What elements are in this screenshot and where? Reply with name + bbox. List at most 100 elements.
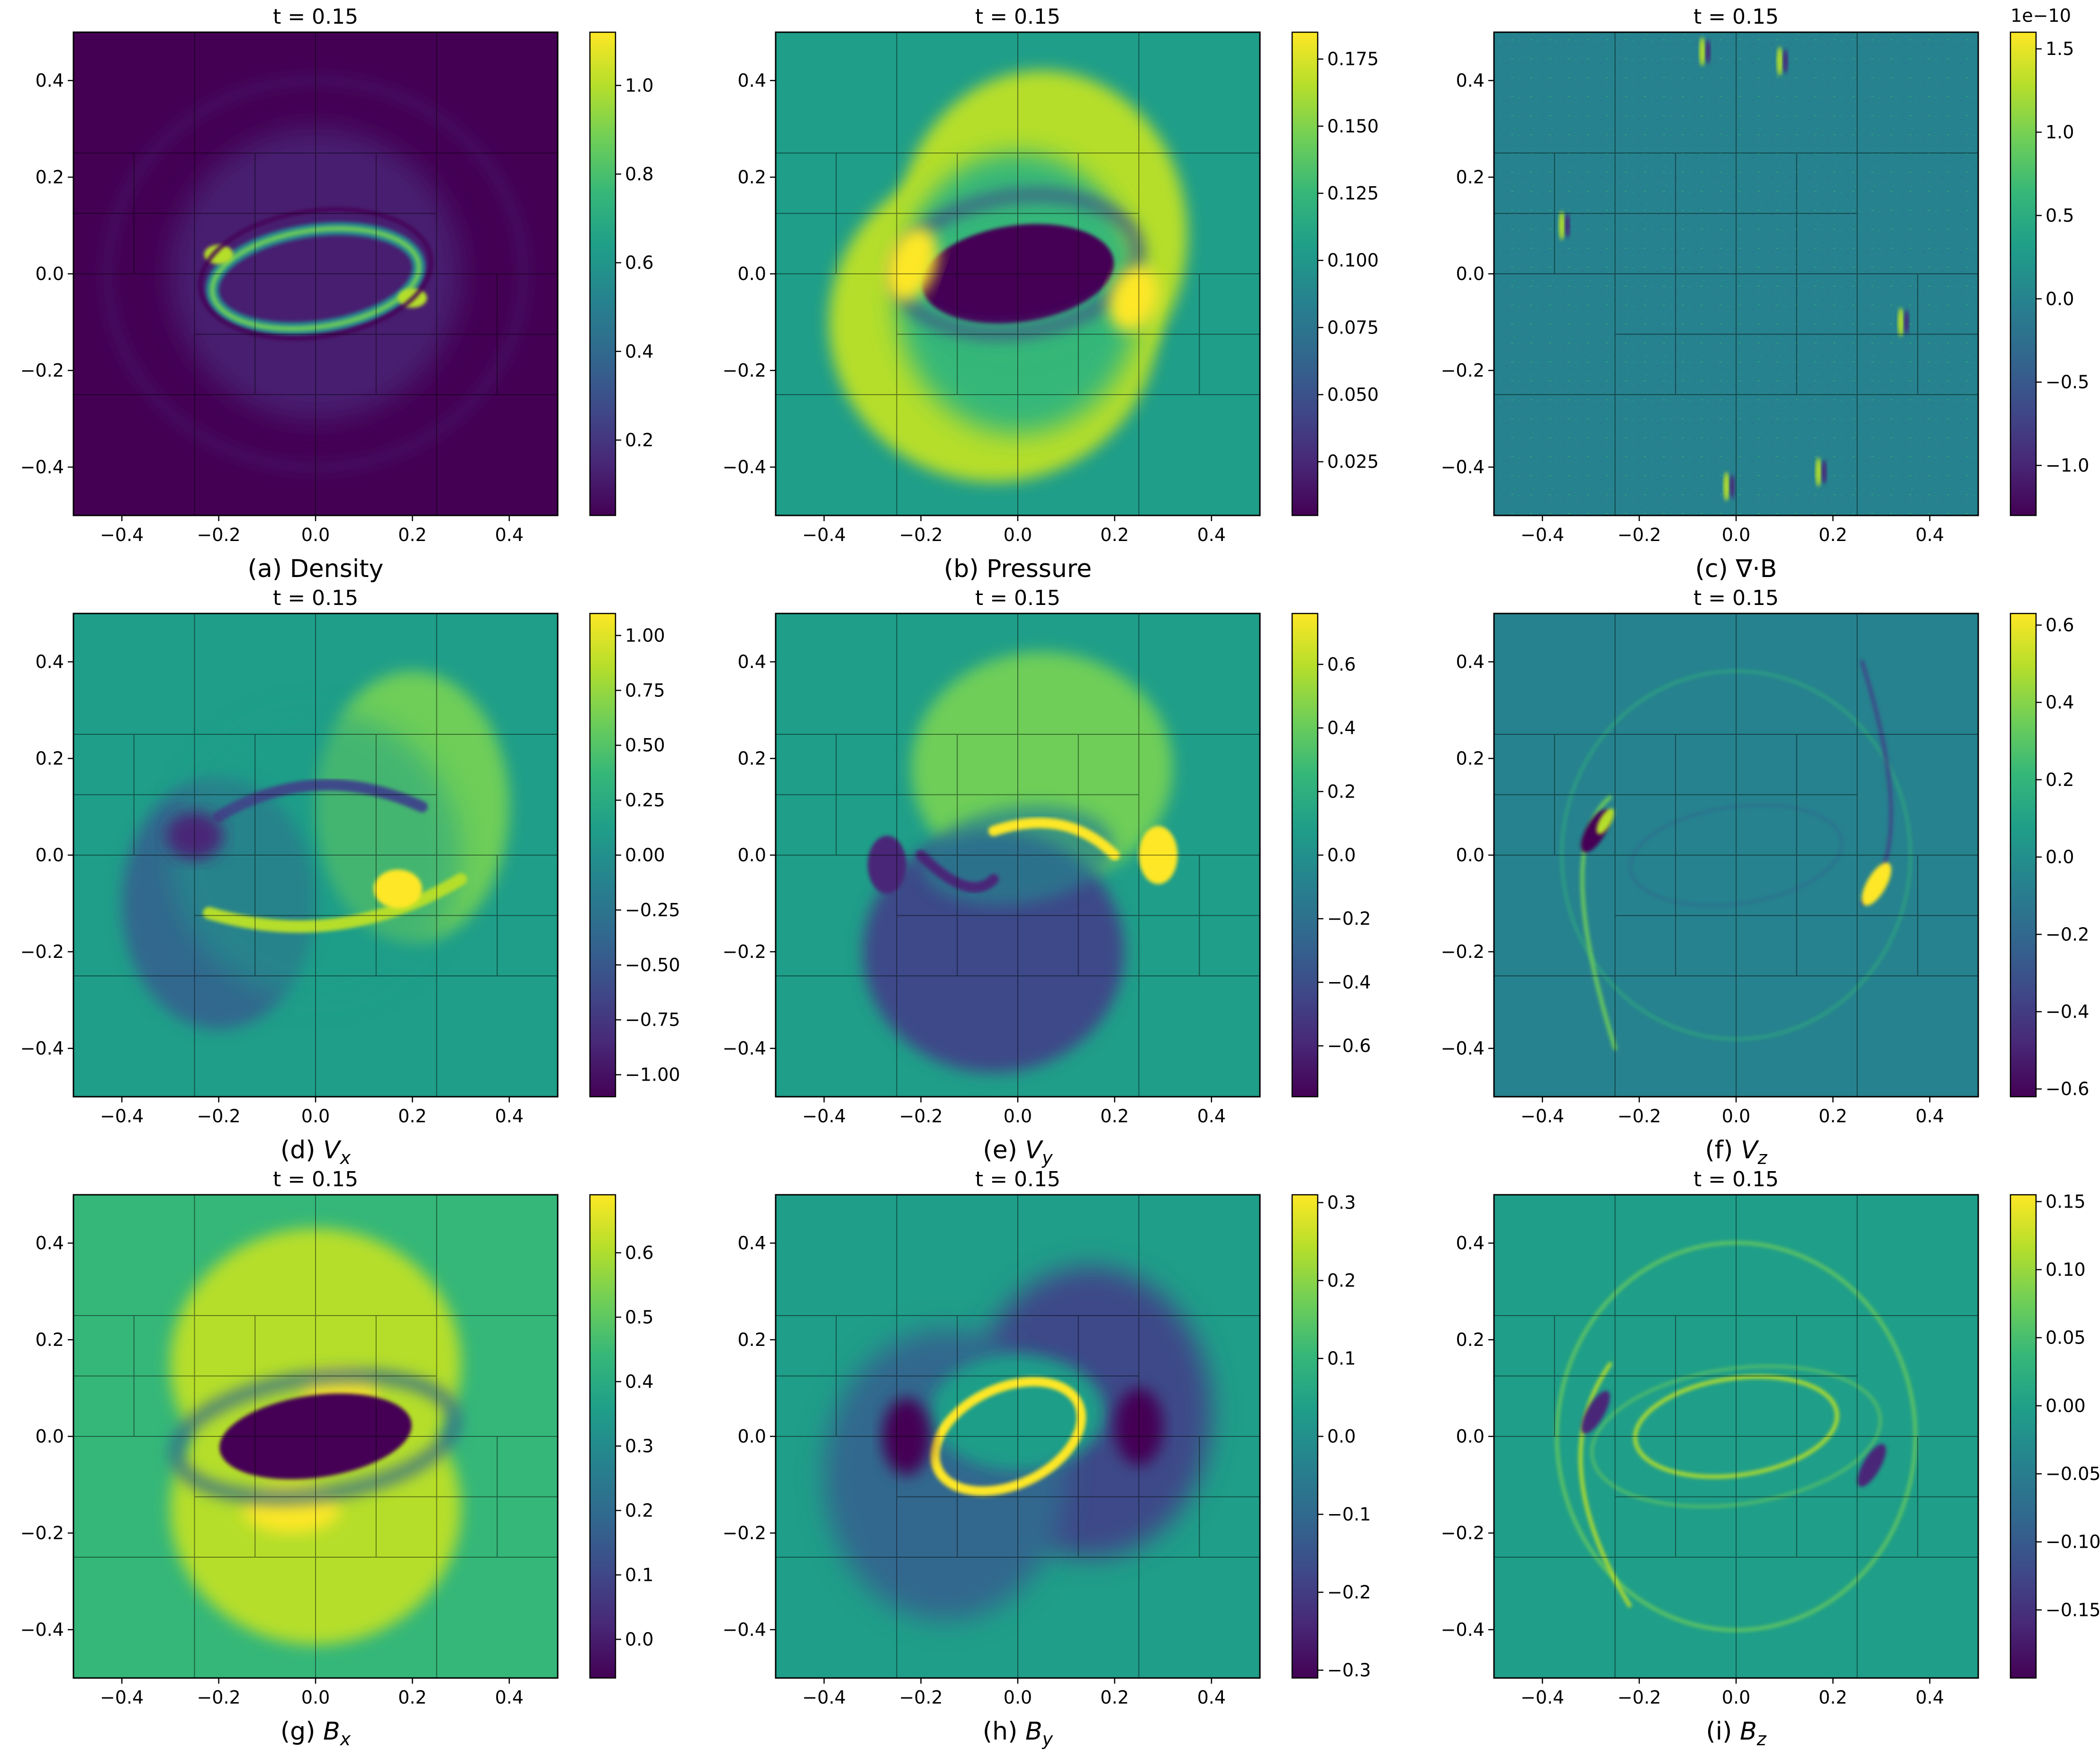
colorbar-tick-label: 0.1 bbox=[1327, 1348, 1356, 1369]
field-layer bbox=[170, 1228, 461, 1645]
x-tick-label: 0.0 bbox=[301, 1687, 330, 1708]
colorbar-tick-label: 0.25 bbox=[625, 790, 665, 811]
panel-d: t = 0.15 −0.4 −0.2 0.0 0.2 0.4 −0.4 −0.2 0.0 0.2 0… bbox=[20, 586, 680, 1168]
colorbar-tick-label: 0.2 bbox=[625, 1500, 653, 1521]
amr-mesh bbox=[776, 32, 1260, 515]
field-layer bbox=[862, 652, 1178, 1073]
x-tick-label: 0.4 bbox=[1916, 1106, 1944, 1127]
x-tick-label: 0.2 bbox=[1819, 1687, 1847, 1708]
colorbar-tick-label: −0.50 bbox=[625, 955, 680, 975]
colorbar-tick-label: −0.1 bbox=[1327, 1504, 1371, 1525]
subfigure-caption: (c) ∇·B bbox=[1695, 555, 1777, 583]
amr-mesh bbox=[1494, 1195, 1978, 1678]
plot-area bbox=[73, 1195, 558, 1678]
x-tick-label: 0.2 bbox=[1100, 1687, 1129, 1708]
colorbar-tick-label: 0.5 bbox=[2046, 205, 2074, 226]
x-tick-label: −0.2 bbox=[899, 524, 942, 545]
panel-g: t = 0.15 −0.4 −0.2 0.0 0.2 0.4 −0.4 −0.2 0.0 0.2 0… bbox=[20, 1167, 654, 1750]
colorbar-tick-label: 0.6 bbox=[1327, 654, 1356, 675]
panel-h: t = 0.15 −0.4 −0.2 0.0 0.2 0.4 −0.4 −0.2 0.0 0.2 0… bbox=[723, 1167, 1371, 1750]
plot-title: t = 0.15 bbox=[1693, 586, 1779, 610]
field-layer bbox=[1560, 660, 1912, 1050]
y-tick-label: 0.0 bbox=[36, 845, 64, 866]
x-tick-label: 0.4 bbox=[495, 524, 524, 545]
x-tick-label: 0.2 bbox=[398, 1106, 426, 1127]
y-tick-label: 0.0 bbox=[1456, 1426, 1484, 1447]
x-tick-label: −0.2 bbox=[1617, 1106, 1661, 1127]
x-tick-label: 0.0 bbox=[1722, 1106, 1750, 1127]
subfigure-caption: (i) Bz bbox=[1706, 1717, 1766, 1750]
amr-mesh bbox=[776, 1195, 1260, 1678]
panel-b: t = 0.15 −0.4 −0.2 0.0 0.2 0.4 −0.4 −0.2 0.0 0.2 0… bbox=[723, 5, 1379, 583]
colorbar-tick-label: 1.00 bbox=[625, 625, 665, 646]
y-tick-label: 0.2 bbox=[1456, 748, 1484, 769]
amr-mesh bbox=[1494, 32, 1978, 515]
colorbar-tick-label: 0.0 bbox=[625, 1629, 653, 1650]
y-tick-label: −0.2 bbox=[1441, 941, 1484, 962]
amr-mesh bbox=[1494, 613, 1978, 1097]
colorbar-tick-label: −0.15 bbox=[2046, 1599, 2100, 1620]
x-tick-label: 0.4 bbox=[1197, 1687, 1226, 1708]
colorbar-tick-label: 0.100 bbox=[1327, 250, 1379, 271]
plot-area bbox=[73, 32, 558, 515]
y-tick-label: 0.4 bbox=[738, 70, 766, 91]
colorbar-tick-label: −0.05 bbox=[2046, 1463, 2100, 1484]
plot-title: t = 0.15 bbox=[273, 5, 358, 29]
subfigure-caption: (d) Vx bbox=[281, 1136, 351, 1168]
colorbar bbox=[589, 1194, 616, 1679]
colorbar-tick-label: 0.3 bbox=[625, 1435, 653, 1456]
colorbar-tick-label: 0.5 bbox=[625, 1307, 653, 1327]
y-tick-label: 0.4 bbox=[1456, 651, 1484, 672]
plot-area bbox=[73, 613, 558, 1097]
colorbar-tick-label: 0.2 bbox=[1327, 781, 1356, 802]
colorbar-tick-label: 0.00 bbox=[625, 845, 665, 866]
colorbar-tick-label: 0.025 bbox=[1327, 451, 1379, 472]
colorbar bbox=[1291, 613, 1319, 1098]
y-tick-label: 0.2 bbox=[1456, 167, 1484, 188]
colorbar-tick-label: 1.0 bbox=[2046, 122, 2074, 143]
colorbar-tick-label: 0.4 bbox=[625, 1371, 653, 1392]
plot-title: t = 0.15 bbox=[975, 5, 1060, 29]
x-tick-label: 0.4 bbox=[495, 1687, 524, 1708]
colorbar-tick-label: −0.25 bbox=[625, 900, 680, 920]
plot-title: t = 0.15 bbox=[273, 586, 358, 610]
colorbar bbox=[2009, 613, 2037, 1098]
x-tick-label: −0.2 bbox=[197, 1687, 240, 1708]
colorbar-tick-label: 0.05 bbox=[2046, 1327, 2086, 1348]
x-tick-label: 0.0 bbox=[1004, 1687, 1032, 1708]
colorbar-tick-label: 0.75 bbox=[625, 680, 665, 701]
plot-area bbox=[776, 613, 1260, 1097]
y-tick-label: −0.2 bbox=[723, 1523, 766, 1543]
subfigure-caption: (h) By bbox=[983, 1717, 1053, 1750]
plot-title: t = 0.15 bbox=[273, 1167, 358, 1191]
plot-area bbox=[1494, 1195, 1978, 1678]
panel-a: t = 0.15 −0.4 −0.2 0.0 0.2 0.4 −0.4 −0.2 0.0 0.2 0… bbox=[20, 5, 654, 583]
x-tick-label: −0.2 bbox=[197, 524, 240, 545]
y-tick-label: −0.4 bbox=[20, 457, 64, 478]
x-tick-label: 0.2 bbox=[398, 1687, 426, 1708]
colorbar-tick-label: 0.0 bbox=[2046, 847, 2074, 867]
x-tick-label: 0.4 bbox=[1197, 1106, 1226, 1127]
amr-mesh bbox=[73, 32, 558, 515]
plot-title: t = 0.15 bbox=[1693, 1167, 1779, 1191]
y-tick-label: −0.2 bbox=[20, 941, 64, 962]
colorbar-offset-label: 1e−10 bbox=[2010, 5, 2071, 26]
panel-c: t = 0.15 −0.4 −0.2 0.0 0.2 0.4 −0.4 −0.2 0.0 0.2 0… bbox=[1441, 5, 2090, 583]
colorbar-tick-label: 1.0 bbox=[625, 75, 653, 96]
panel-i: t = 0.15 −0.4 −0.2 0.0 0.2 0.4 −0.4 −0.2 0.0 0.2 0… bbox=[1441, 1167, 2100, 1750]
y-tick-label: −0.4 bbox=[723, 1038, 766, 1059]
plot-title: t = 0.15 bbox=[1693, 5, 1779, 29]
y-tick-label: 0.4 bbox=[738, 651, 766, 672]
colorbar-tick-label: 0.15 bbox=[2046, 1191, 2086, 1212]
y-tick-label: 0.2 bbox=[36, 167, 64, 188]
y-tick-label: 0.0 bbox=[738, 845, 766, 866]
y-tick-label: −0.2 bbox=[1441, 1523, 1484, 1543]
colorbar-tick-label: 0.8 bbox=[625, 163, 653, 184]
x-tick-label: −0.4 bbox=[1521, 1687, 1564, 1708]
x-tick-label: −0.4 bbox=[1521, 524, 1564, 545]
plot-area bbox=[1494, 613, 1978, 1097]
colorbar-tick-label: 0.4 bbox=[2046, 692, 2074, 713]
y-tick-label: −0.4 bbox=[723, 1619, 766, 1640]
colorbar-tick-label: 0.0 bbox=[1327, 845, 1356, 866]
y-tick-label: −0.2 bbox=[20, 360, 64, 381]
